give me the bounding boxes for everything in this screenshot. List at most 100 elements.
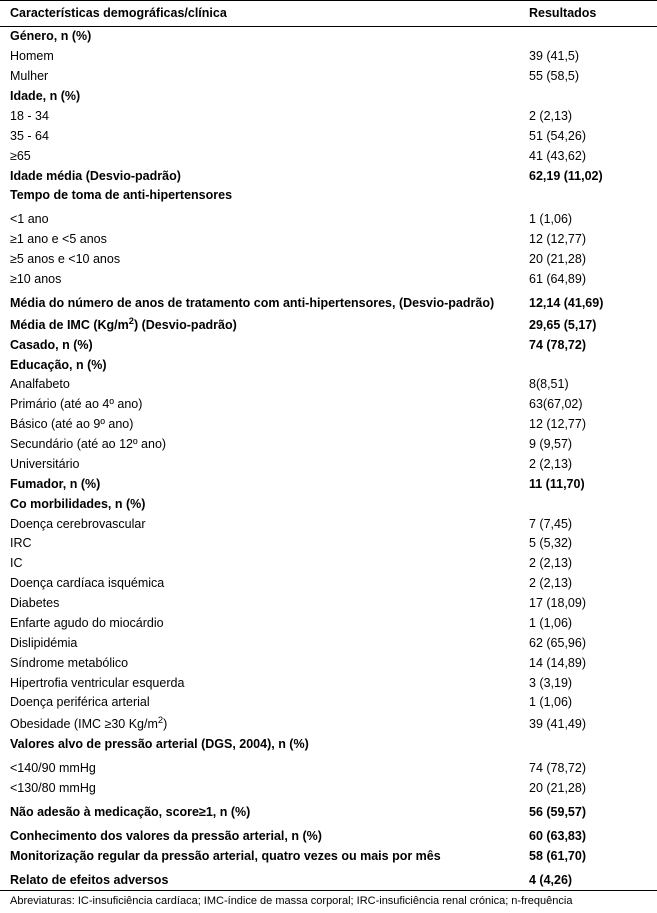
row-result-cell: 55 (58,5)	[529, 68, 649, 85]
table-row: Co morbilidades, n (%)	[0, 494, 657, 514]
table-row: Valores alvo de pressão arterial (DGS, 2…	[0, 735, 657, 755]
row-result-cell: 62 (65,96)	[529, 635, 649, 652]
row-result-cell: 2 (2,13)	[529, 555, 649, 572]
row-result-cell: 12 (12,77)	[529, 416, 649, 433]
row-result-cell: 17 (18,09)	[529, 595, 649, 612]
row-result-cell: 2 (2,13)	[529, 575, 649, 592]
row-label-cell: Média de IMC (Kg/m2) (Desvio-padrão)	[10, 315, 529, 334]
table-header-row: Características demográficas/clínica Res…	[0, 0, 657, 27]
row-result-cell: 51 (54,26)	[529, 128, 649, 145]
row-label-cell: Doença cardíaca isquémica	[10, 575, 529, 592]
header-result-cell: Resultados	[529, 5, 649, 22]
row-label-cell: Tempo de toma de anti-hipertensores	[10, 187, 529, 204]
row-label-cell: <140/90 mmHg	[10, 760, 529, 777]
table-row: Hipertrofia ventricular esquerda3 (3,19)	[0, 673, 657, 693]
table-row: IRC5 (5,32)	[0, 534, 657, 554]
table-row: Básico (até ao 9º ano)12 (12,77)	[0, 415, 657, 435]
row-result-cell: 74 (78,72)	[529, 760, 649, 777]
row-label-cell: IC	[10, 555, 529, 572]
row-result-cell: 5 (5,32)	[529, 535, 649, 552]
row-result-cell: 56 (59,57)	[529, 804, 649, 821]
table-row: Dislipidémia62 (65,96)	[0, 633, 657, 653]
row-result-cell: 20 (21,28)	[529, 780, 649, 797]
row-result-cell: 29,65 (5,17)	[529, 317, 649, 334]
row-label-cell: Educação, n (%)	[10, 357, 529, 374]
table-row: Doença cardíaca isquémica2 (2,13)	[0, 574, 657, 594]
data-table: Características demográficas/clínica Res…	[0, 0, 657, 891]
table-row: Síndrome metabólico14 (14,89)	[0, 653, 657, 673]
row-label-cell: Síndrome metabólico	[10, 655, 529, 672]
row-label-cell: 35 - 64	[10, 128, 529, 145]
row-label-cell: ≥65	[10, 148, 529, 165]
row-result-cell: 63(67,02)	[529, 396, 649, 413]
table-row: Não adesão à medicação, score≥1, n (%)56…	[0, 802, 657, 822]
row-result-cell: 1 (1,06)	[529, 615, 649, 632]
table-row: Universitário2 (2,13)	[0, 454, 657, 474]
row-label-cell: Mulher	[10, 68, 529, 85]
row-label-cell: ≥5 anos e <10 anos	[10, 251, 529, 268]
header-label-cell: Características demográficas/clínica	[10, 5, 529, 22]
table-row: Idade média (Desvio-padrão)62,19 (11,02)	[0, 166, 657, 186]
row-result-cell: 11 (11,70)	[529, 476, 649, 493]
row-label-cell: Analfabeto	[10, 376, 529, 393]
row-label-cell: IRC	[10, 535, 529, 552]
row-label-cell: Obesidade (IMC ≥30 Kg/m2)	[10, 714, 529, 733]
table-row: Enfarte agudo do miocárdio1 (1,06)	[0, 613, 657, 633]
row-label-cell: Enfarte agudo do miocárdio	[10, 615, 529, 632]
row-result-cell: 9 (9,57)	[529, 436, 649, 453]
row-label-cell: Diabetes	[10, 595, 529, 612]
table-row: Doença cerebrovascular7 (7,45)	[0, 514, 657, 534]
row-label-cell: Primário (até ao 4º ano)	[10, 396, 529, 413]
row-label-cell: Idade, n (%)	[10, 88, 529, 105]
table-body: Género, n (%) Homem39 (41,5)Mulher55 (58,…	[0, 27, 657, 890]
row-label-cell: ≥10 anos	[10, 271, 529, 288]
row-label-cell: Média do número de anos de tratamento co…	[10, 295, 529, 312]
table-row: <1 ano1 (1,06)	[0, 210, 657, 230]
row-result-cell: 58 (61,70)	[529, 848, 649, 865]
row-result-cell: 1 (1,06)	[529, 211, 649, 228]
table-row: ≥5 anos e <10 anos20 (21,28)	[0, 250, 657, 270]
table-row: Fumador, n (%)11 (11,70)	[0, 474, 657, 494]
row-label-cell: Valores alvo de pressão arterial (DGS, 2…	[10, 736, 529, 753]
row-result-cell: 2 (2,13)	[529, 456, 649, 473]
row-label-cell: Idade média (Desvio-padrão)	[10, 168, 529, 185]
row-result-cell: 1 (1,06)	[529, 694, 649, 711]
row-label-cell: Não adesão à medicação, score≥1, n (%)	[10, 804, 529, 821]
row-result-cell: 20 (21,28)	[529, 251, 649, 268]
row-label-cell: Doença cerebrovascular	[10, 516, 529, 533]
row-label-cell: Monitorização regular da pressão arteria…	[10, 848, 529, 865]
row-label-cell: Género, n (%)	[10, 28, 529, 45]
row-label-cell: Dislipidémia	[10, 635, 529, 652]
table-row: Idade, n (%)	[0, 87, 657, 107]
row-label-cell: Básico (até ao 9º ano)	[10, 416, 529, 433]
row-label-cell: <1 ano	[10, 211, 529, 228]
table-row: Obesidade (IMC ≥30 Kg/m2)39 (41,49)	[0, 713, 657, 735]
table-row: <140/90 mmHg74 (78,72)	[0, 759, 657, 779]
row-result-cell: 41 (43,62)	[529, 148, 649, 165]
row-result-cell: 61 (64,89)	[529, 271, 649, 288]
row-result-cell: 39 (41,5)	[529, 48, 649, 65]
table-row: Conhecimento dos valores da pressão arte…	[0, 826, 657, 846]
row-result-cell: 2 (2,13)	[529, 108, 649, 125]
row-label-cell: 18 - 34	[10, 108, 529, 125]
row-result-cell: 12 (12,77)	[529, 231, 649, 248]
row-label-cell: Fumador, n (%)	[10, 476, 529, 493]
row-label-cell: Casado, n (%)	[10, 337, 529, 354]
row-label-cell: <130/80 mmHg	[10, 780, 529, 797]
table-footnote: Abreviaturas: IC-insuficiência cardíaca;…	[0, 891, 657, 913]
row-label-cell: Co morbilidades, n (%)	[10, 496, 529, 513]
table-row: Diabetes17 (18,09)	[0, 594, 657, 614]
table-row: Secundário (até ao 12º ano)9 (9,57)	[0, 435, 657, 455]
row-label-cell: Homem	[10, 48, 529, 65]
row-result-cell: 39 (41,49)	[529, 716, 649, 733]
row-result-cell: 12,14 (41,69)	[529, 295, 649, 312]
table-row: Tempo de toma de anti-hipertensores	[0, 186, 657, 206]
table-row: Doença periférica arterial1 (1,06)	[0, 693, 657, 713]
table-row: IC2 (2,13)	[0, 554, 657, 574]
row-result-cell: 60 (63,83)	[529, 828, 649, 845]
row-result-cell: 7 (7,45)	[529, 516, 649, 533]
table-row: Relato de efeitos adversos4 (4,26)	[0, 870, 657, 890]
table-row: Monitorização regular da pressão arteria…	[0, 846, 657, 866]
table-row: 18 - 342 (2,13)	[0, 106, 657, 126]
table-row: Analfabeto8(8,51)	[0, 375, 657, 395]
